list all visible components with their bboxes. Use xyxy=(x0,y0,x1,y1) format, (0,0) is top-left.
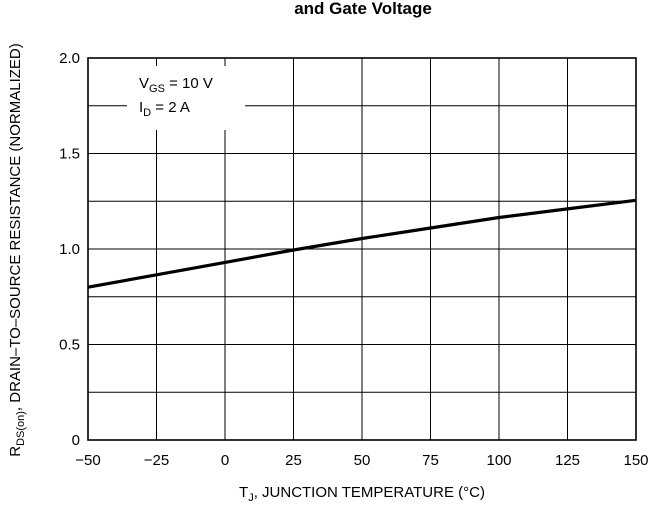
y-tick-label: 2.0 xyxy=(59,50,80,67)
chart-title: and Gate Voltage xyxy=(294,0,432,18)
x-tick-label: 75 xyxy=(422,452,439,469)
annotation-id: ID = 2 A xyxy=(139,99,190,119)
x-tick-label: 150 xyxy=(623,452,648,469)
x-tick-label: 125 xyxy=(555,452,580,469)
y-tick-label: 0.5 xyxy=(59,337,80,354)
series-line xyxy=(87,198,637,289)
x-tick-label: −25 xyxy=(144,452,169,469)
x-tick-labels: −50 −25 0 25 50 75 100 125 150 xyxy=(75,452,648,469)
y-axis-label: RDS(on), DRAIN–TO–SOURCE RESISTANCE (NOR… xyxy=(7,43,27,457)
x-tick-label: 100 xyxy=(486,452,511,469)
annotation-box: VGS = 10 V ID = 2 A xyxy=(127,66,245,130)
y-tick-label: 0 xyxy=(72,432,80,449)
plot-frame xyxy=(87,57,637,441)
y-tick-labels: 0 0.5 1.0 1.5 2.0 xyxy=(59,50,80,449)
x-tick-label: 0 xyxy=(221,452,229,469)
annotation-vgs: VGS = 10 V xyxy=(139,75,213,95)
y-tick-label: 1.0 xyxy=(59,241,80,258)
y-tick-label: 1.5 xyxy=(59,146,80,163)
x-tick-label: 25 xyxy=(285,452,302,469)
x-tick-label: 50 xyxy=(354,452,371,469)
x-tick-label: −50 xyxy=(75,452,100,469)
x-axis-label: TJ, JUNCTION TEMPERATURE (°C) xyxy=(239,484,485,504)
annotation-background xyxy=(127,66,245,130)
